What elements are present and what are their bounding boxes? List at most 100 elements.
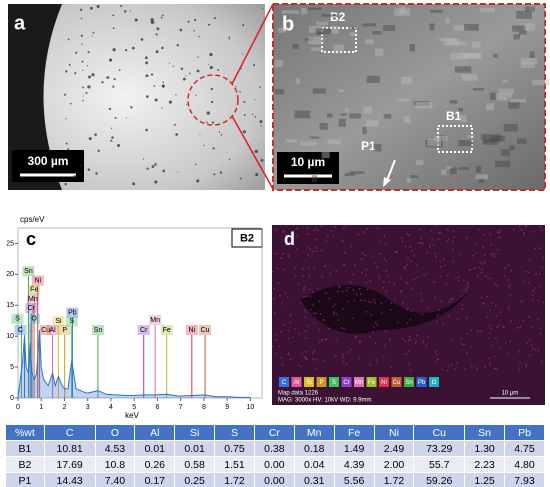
speckle xyxy=(478,266,480,269)
speckle xyxy=(413,254,415,257)
texture xyxy=(321,151,330,159)
speckle xyxy=(539,226,542,228)
speckle xyxy=(439,231,442,234)
speckle xyxy=(439,275,441,277)
table-cell: 55.7 xyxy=(413,456,466,473)
speckle xyxy=(523,234,525,236)
pore xyxy=(211,100,214,104)
speckle xyxy=(300,301,302,304)
marker-label: Al xyxy=(50,327,57,334)
speckle xyxy=(539,327,542,330)
speckle xyxy=(324,338,327,340)
texture xyxy=(503,123,518,132)
texture xyxy=(349,32,356,37)
speckle xyxy=(427,336,429,338)
pore xyxy=(65,118,67,120)
texture xyxy=(458,140,473,147)
speckle xyxy=(359,288,361,290)
speckle xyxy=(355,293,358,295)
pore xyxy=(111,136,114,139)
pore xyxy=(75,51,78,54)
speckle xyxy=(485,295,488,298)
texture xyxy=(366,120,379,127)
pore xyxy=(116,144,121,148)
table-cell: 1.30 xyxy=(464,440,505,457)
pore xyxy=(85,92,88,94)
texture xyxy=(350,26,356,30)
panel-b: b B2 B1 P1 10 µm xyxy=(272,3,550,191)
pore xyxy=(82,69,84,71)
table-cell: 0.58 xyxy=(174,456,216,473)
texture xyxy=(463,23,479,31)
panel-label: d xyxy=(284,229,295,249)
speckle xyxy=(406,264,408,266)
speckle xyxy=(516,327,518,329)
table-cell: 4.53 xyxy=(94,440,136,457)
pore xyxy=(67,148,70,151)
speckle xyxy=(373,325,375,328)
speckle xyxy=(376,227,379,230)
pore xyxy=(153,85,156,87)
speckle xyxy=(361,272,363,274)
pore xyxy=(80,34,83,37)
texture xyxy=(401,76,412,85)
speckle xyxy=(404,246,407,248)
speckle xyxy=(400,290,402,292)
composition-table: %wt C O Al Si S Cr Mn Fe Ni Cu Sn Pb B1 10.81 4.53 0.01 0… xyxy=(5,424,546,487)
speckle xyxy=(484,261,486,264)
speckle xyxy=(319,341,321,343)
speckle xyxy=(354,336,357,338)
marker-label: S xyxy=(15,316,20,323)
table-cell: 1.49 xyxy=(333,440,375,457)
speckle xyxy=(540,360,543,363)
pore xyxy=(81,60,84,63)
speckle xyxy=(329,273,331,275)
speckle xyxy=(336,290,339,293)
texture xyxy=(500,149,511,156)
pore xyxy=(154,180,158,184)
speckle xyxy=(504,341,507,344)
speckle xyxy=(416,276,419,279)
pore xyxy=(196,179,200,183)
pore xyxy=(82,99,84,102)
speckle xyxy=(363,300,366,302)
speckle xyxy=(484,254,486,257)
speckle xyxy=(333,303,336,306)
speckle xyxy=(325,338,328,340)
speckle xyxy=(300,365,303,368)
speckle xyxy=(446,274,449,277)
marker-box xyxy=(137,325,150,335)
speckle xyxy=(335,270,337,273)
pore xyxy=(260,158,264,162)
pore xyxy=(91,73,95,77)
texture xyxy=(429,23,435,31)
x-tick-label: 10 xyxy=(246,404,254,411)
table-cell: 2.00 xyxy=(373,456,415,473)
speckle xyxy=(368,300,370,303)
speckle xyxy=(541,266,544,269)
speckle xyxy=(490,277,492,280)
texture xyxy=(459,115,467,122)
pore xyxy=(203,144,205,146)
speckle xyxy=(393,298,396,300)
table-cell: 2.23 xyxy=(464,456,505,473)
pore xyxy=(209,65,213,70)
table-cell: %wt xyxy=(5,424,45,441)
speckle xyxy=(407,350,410,352)
pore xyxy=(92,31,95,34)
speckle xyxy=(399,291,402,293)
pore xyxy=(239,90,241,93)
speckle xyxy=(287,329,290,332)
pore xyxy=(125,49,128,52)
texture xyxy=(510,98,527,103)
pore xyxy=(206,111,210,115)
pore xyxy=(63,93,67,96)
marker-label: Mn xyxy=(150,317,160,324)
legend-label: Cr xyxy=(343,380,349,386)
pore xyxy=(95,172,98,175)
table-row: B1 10.81 4.53 0.01 0.01 0.75 0.38 0.18 1.49 2.49 7… xyxy=(5,440,546,457)
marker-box xyxy=(28,313,41,324)
speckle xyxy=(276,267,279,270)
speckle xyxy=(379,240,381,243)
marker-box xyxy=(28,284,41,295)
